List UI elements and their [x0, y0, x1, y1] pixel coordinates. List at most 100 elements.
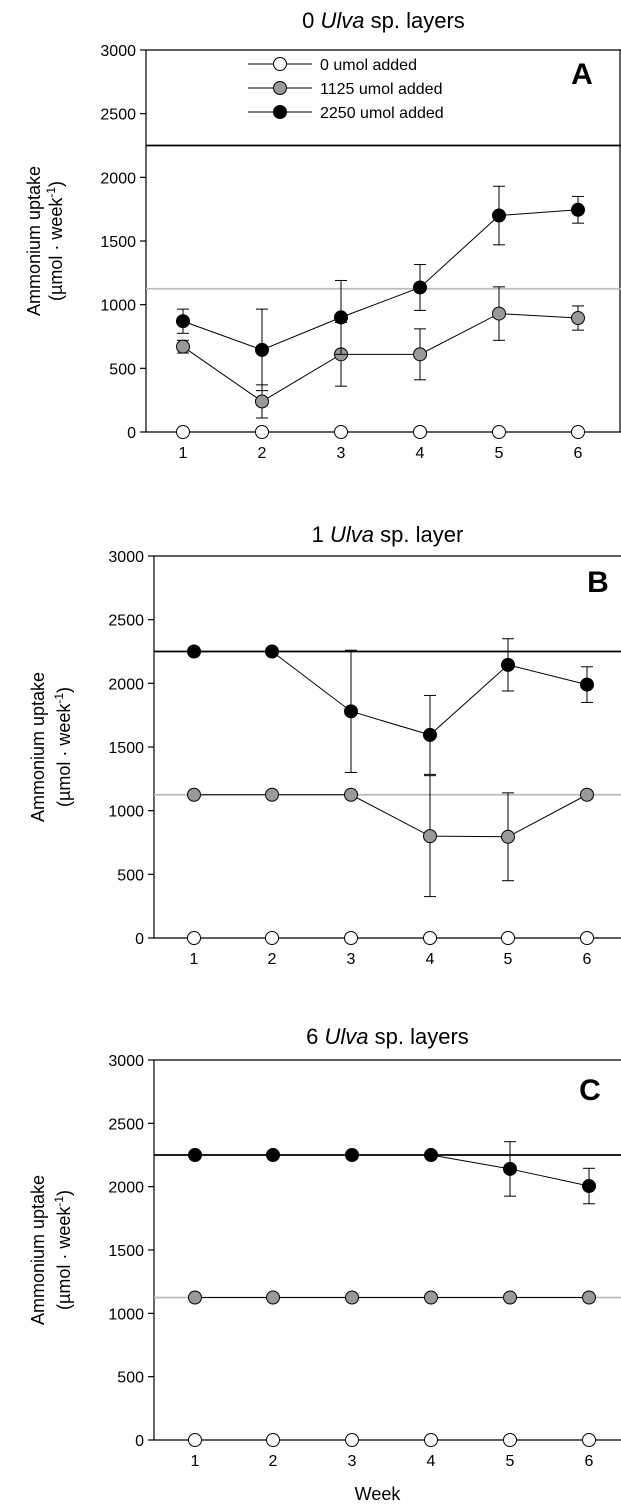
chart-title: 6 Ulva sp. layers — [306, 1024, 469, 1049]
y-tick-label: 3000 — [108, 1053, 144, 1070]
y-axis-label: Ammonium uptake — [24, 166, 44, 316]
series-line — [195, 1154, 590, 1187]
y-tick-label: 1000 — [100, 298, 136, 315]
data-point — [344, 787, 358, 802]
data-point — [266, 1148, 280, 1162]
panel-letter: B — [587, 566, 609, 599]
chart-panel-b: 1 Ulva sp. layer 0 500 1000 1500 2000 2500 3000… — [28, 522, 621, 968]
data-point — [571, 425, 585, 439]
y-tick-label: 2000 — [108, 676, 144, 693]
y-unit-exponent: -1 — [52, 1196, 66, 1207]
data-point — [176, 425, 190, 439]
chart-panel-c: 6 Ulva sp. layers 0 500 1000 1500 2000 2500 300… — [28, 1024, 621, 1504]
x-tick-label: 4 — [426, 951, 435, 968]
y-axis-label: Ammonium uptake — [28, 672, 48, 822]
y-unit-close: ) — [54, 687, 74, 693]
data-point — [188, 1148, 202, 1162]
data-point — [176, 339, 190, 354]
legend-label: 1125 umol added — [320, 81, 442, 98]
chart-title-part: sp. layers — [365, 8, 465, 33]
data-point — [501, 931, 515, 945]
data-point — [334, 310, 348, 325]
data-point — [503, 1433, 517, 1447]
y-tick-label: 0 — [135, 931, 144, 948]
data-point — [265, 644, 279, 659]
data-point — [187, 787, 201, 802]
chart-title-part: sp. layer — [374, 522, 463, 547]
series-line — [182, 209, 579, 351]
data-point — [423, 931, 437, 945]
y-tick-label: 2000 — [108, 1180, 144, 1197]
data-point — [580, 677, 594, 692]
series-line — [194, 794, 588, 838]
x-tick-label: 1 — [190, 951, 199, 968]
data-point — [266, 1290, 280, 1305]
data-point — [501, 829, 515, 844]
data-point — [265, 787, 279, 802]
y-axis-unit-label: (µmol · week-1) — [52, 687, 74, 807]
y-axis-unit-label: (µmol · week-1) — [52, 1190, 74, 1310]
chart-title-part: 6 — [306, 1024, 324, 1049]
x-tick-label: 4 — [416, 445, 425, 462]
data-point — [255, 394, 269, 409]
chart-title-part: sp. layers — [369, 1024, 469, 1049]
series-line — [182, 313, 579, 403]
y-tick-label: 1500 — [108, 740, 144, 757]
x-tick-label: 1 — [179, 445, 188, 462]
data-point — [345, 1148, 359, 1162]
data-point — [571, 311, 585, 326]
chart-title-genus: Ulva — [330, 522, 374, 547]
x-tick-label: 2 — [268, 951, 277, 968]
x-tick-label: 3 — [348, 1453, 357, 1470]
x-tick-label: 2 — [258, 445, 267, 462]
chart-title: 0 Ulva sp. layers — [302, 8, 465, 33]
y-unit-close: ) — [54, 1190, 74, 1196]
data-point — [413, 347, 427, 362]
data-point — [580, 787, 594, 802]
x-tick-label: 6 — [585, 1453, 594, 1470]
y-unit-exponent: -1 — [44, 187, 58, 198]
data-point — [503, 1290, 517, 1305]
legend-label: 2250 umol added — [320, 105, 444, 122]
chart-panel-a: 0 Ulva sp. layers05001000150020002500300… — [24, 8, 621, 462]
x-tick-label: 2 — [269, 1453, 278, 1470]
data-point — [424, 1148, 438, 1162]
data-point — [265, 931, 279, 945]
data-point — [255, 342, 269, 357]
data-point — [187, 931, 201, 945]
data-point — [413, 425, 427, 439]
data-point — [492, 208, 506, 223]
series-line — [194, 651, 588, 736]
chart-title-part: 0 — [302, 8, 320, 33]
chart-title-genus: Ulva — [321, 8, 365, 33]
x-tick-label: 6 — [583, 951, 592, 968]
y-tick-label: 500 — [109, 361, 136, 378]
data-point — [580, 931, 594, 945]
data-point — [424, 1290, 438, 1305]
y-tick-label: 1000 — [108, 1306, 144, 1323]
y-axis-label: Ammonium uptake — [28, 1175, 48, 1325]
y-unit-exponent: -1 — [52, 693, 66, 704]
legend-label: 0 umol added — [320, 57, 417, 74]
x-tick-label: 5 — [495, 445, 504, 462]
data-point — [188, 1290, 202, 1305]
y-unit-text: (µmol · week — [54, 1206, 74, 1310]
x-tick-label: 4 — [427, 1453, 436, 1470]
x-tick-label: 3 — [337, 445, 346, 462]
x-tick-label: 5 — [506, 1453, 515, 1470]
data-point — [345, 1433, 359, 1447]
y-tick-label: 1500 — [100, 234, 136, 251]
data-point — [423, 829, 437, 844]
data-point — [344, 704, 358, 719]
data-point — [424, 1433, 438, 1447]
data-point — [344, 931, 358, 945]
chart-title: 1 Ulva sp. layer — [312, 522, 464, 547]
data-point — [345, 1290, 359, 1305]
y-tick-label: 3000 — [108, 549, 144, 566]
data-point — [188, 1433, 202, 1447]
legend-marker — [273, 57, 287, 71]
y-tick-label: 2500 — [100, 107, 136, 124]
data-point — [255, 425, 269, 439]
y-tick-label: 500 — [117, 1370, 144, 1387]
